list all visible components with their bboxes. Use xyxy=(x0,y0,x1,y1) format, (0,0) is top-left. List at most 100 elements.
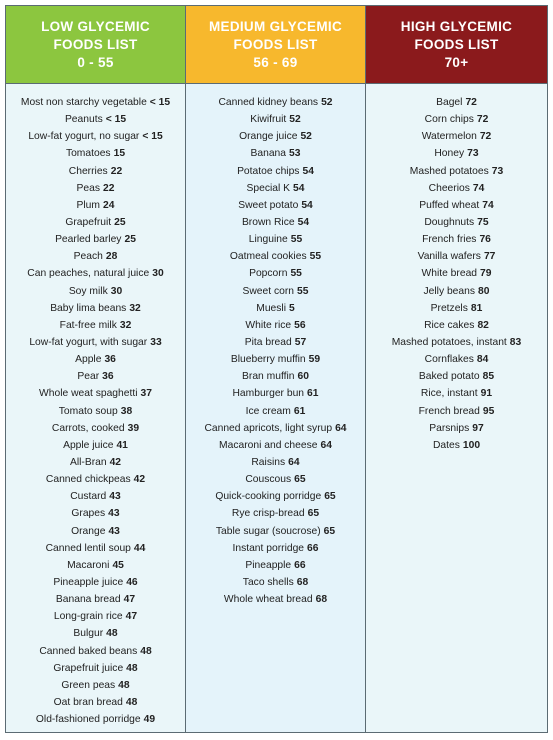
food-name: Raisins xyxy=(251,456,286,468)
glycemic-index-value: 36 xyxy=(102,371,114,383)
column-title-line1: HIGH GLYCEMIC xyxy=(400,18,513,34)
glycemic-index-value: 55 xyxy=(309,251,322,263)
glycemic-index-value: 54 xyxy=(302,165,314,177)
food-item: Special K 54 xyxy=(186,180,365,197)
food-name: Oat bran bread xyxy=(53,696,123,708)
food-item: Banana 53 xyxy=(186,145,365,162)
food-item: Corn chips 72 xyxy=(366,111,547,128)
food-item: Linguine 55 xyxy=(186,231,365,248)
glycemic-index-value: 48 xyxy=(126,662,138,674)
food-item: Instant porridge 66 xyxy=(186,540,365,557)
glycemic-index-value: 61 xyxy=(293,405,306,417)
food-name: French bread xyxy=(418,405,480,417)
food-name: All-Bran xyxy=(69,456,107,468)
glycemic-index-value: 37 xyxy=(140,388,152,400)
glycemic-index-value: 84 xyxy=(476,354,489,366)
food-item: Potatoe chips 54 xyxy=(186,163,365,180)
glycemic-index-value: 41 xyxy=(116,439,128,451)
glycemic-index-value: 85 xyxy=(482,371,495,383)
food-name: Peanuts xyxy=(64,114,103,126)
glycemic-index-value: 22 xyxy=(110,165,123,177)
food-name: Cornflakes xyxy=(424,354,474,366)
glycemic-index-value: 64 xyxy=(320,439,332,451)
glycemic-index-value: 91 xyxy=(480,388,493,400)
food-item: Canned chickpeas 42 xyxy=(6,471,185,488)
food-name: Long-grain rice xyxy=(53,611,123,623)
glycemic-index-value: 97 xyxy=(472,422,484,434)
glycemic-index-value: 54 xyxy=(297,216,310,228)
food-item: Pear 36 xyxy=(6,368,185,385)
food-item: Whole weat spaghetti 37 xyxy=(6,385,185,402)
food-item: French bread 95 xyxy=(366,403,547,420)
food-name: Pita bread xyxy=(244,336,292,348)
food-name: Watermelon xyxy=(421,131,477,143)
food-item: Low-fat yogurt, no sugar < 15 xyxy=(6,128,185,145)
glycemic-index-value: 64 xyxy=(288,456,300,468)
glycemic-index-value: 33 xyxy=(150,336,162,348)
food-name: Tomato soup xyxy=(58,405,118,417)
glycemic-index-value: 15 xyxy=(113,148,126,160)
food-item: Canned baked beans 48 xyxy=(6,643,185,660)
food-name: Apple juice xyxy=(63,439,114,451)
glycemic-index-value: 25 xyxy=(124,234,136,246)
glycemic-index-value: 95 xyxy=(482,405,495,417)
food-item: Carrots, cooked 39 xyxy=(6,420,185,437)
food-name: Linguine xyxy=(248,234,288,246)
glycemic-index-value: 55 xyxy=(297,285,309,297)
food-name: Whole wheat bread xyxy=(223,594,313,606)
glycemic-index-value: 77 xyxy=(483,251,496,263)
food-name: Potatoe chips xyxy=(237,165,300,177)
food-name: Orange xyxy=(71,525,106,537)
food-name: Blueberry muffin xyxy=(230,354,306,366)
food-item: Baked potato 85 xyxy=(366,368,547,385)
glycemic-index-value: 44 xyxy=(133,542,146,554)
food-item: Banana bread 47 xyxy=(6,591,185,608)
food-item: Canned lentil soup 44 xyxy=(6,540,185,557)
food-name: Cheerios xyxy=(428,182,470,194)
food-name: Cherries xyxy=(68,165,108,177)
food-item: Grapefruit 25 xyxy=(6,214,185,231)
food-item: Pita bread 57 xyxy=(186,334,365,351)
food-item: Peas 22 xyxy=(6,180,185,197)
food-name: Soy milk xyxy=(68,285,108,297)
glycemic-index-value: 80 xyxy=(478,285,490,297)
food-name: Ice cream xyxy=(245,405,291,417)
glycemic-index-value: 83 xyxy=(509,336,522,348)
food-name: Parsnips xyxy=(429,422,470,434)
medium-glycemic-header: MEDIUM GLYCEMIC FOODS LIST 56 - 69 xyxy=(186,6,365,84)
food-item: Peanuts < 15 xyxy=(6,111,185,128)
glycemic-index-value: 74 xyxy=(472,182,485,194)
glycemic-index-value: 28 xyxy=(105,251,118,263)
food-name: Taco shells xyxy=(242,576,294,588)
glycemic-index-value: 25 xyxy=(114,216,126,228)
food-name: Honey xyxy=(434,148,465,160)
glycemic-index-value: 48 xyxy=(140,645,152,657)
food-name: Whole weat spaghetti xyxy=(39,388,138,400)
food-name: Rye crisp-bread xyxy=(231,508,305,520)
glycemic-index-value: 72 xyxy=(476,114,489,126)
food-name: Carrots, cooked xyxy=(51,422,125,434)
low-glycemic-header: LOW GLYCEMIC FOODS LIST 0 - 55 xyxy=(6,6,185,84)
food-item: Green peas 48 xyxy=(6,677,185,694)
glycemic-index-value: 73 xyxy=(491,165,504,177)
column-range: 70+ xyxy=(444,54,469,70)
food-name: Baby lima beans xyxy=(50,302,127,314)
food-item: Canned kidney beans 52 xyxy=(186,94,365,111)
food-item: Most non starchy vegetable < 15 xyxy=(6,94,185,111)
food-name: Sweet corn xyxy=(242,285,295,297)
food-name: Apple xyxy=(75,354,102,366)
food-name: Grapefruit xyxy=(65,216,112,228)
food-item: Pineapple juice 46 xyxy=(6,574,185,591)
food-item: Table sugar (soucrose) 65 xyxy=(186,523,365,540)
glycemic-index-value: 68 xyxy=(296,576,309,588)
food-name: Vanilla wafers xyxy=(417,251,481,263)
glycemic-index-value: 30 xyxy=(110,285,123,297)
food-name: Hamburger bun xyxy=(232,388,305,400)
food-name: Orange juice xyxy=(239,131,298,143)
glycemic-index-value: 30 xyxy=(152,268,164,280)
glycemic-index-value: 79 xyxy=(480,268,492,280)
glycemic-index-value: 55 xyxy=(290,268,302,280)
food-name: Corn chips xyxy=(424,114,474,126)
food-item: French fries 76 xyxy=(366,231,547,248)
food-name: Dates xyxy=(432,439,460,451)
